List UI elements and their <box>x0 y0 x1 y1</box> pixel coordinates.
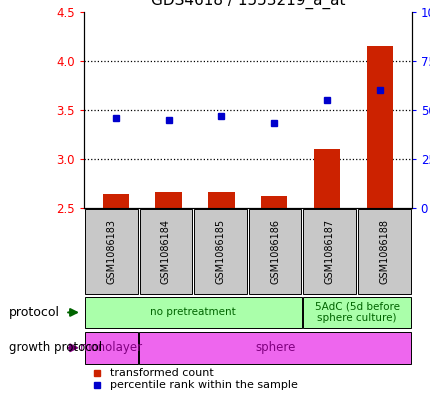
Bar <box>155 192 181 208</box>
Text: growth protocol: growth protocol <box>9 341 101 354</box>
Text: GSM1086185: GSM1086185 <box>215 219 225 284</box>
Bar <box>208 192 234 208</box>
Text: GSM1086188: GSM1086188 <box>378 219 388 284</box>
Text: transformed count: transformed count <box>110 368 214 378</box>
Bar <box>366 46 392 208</box>
Bar <box>85 209 137 294</box>
Text: sphere: sphere <box>254 341 295 354</box>
Bar <box>102 194 129 208</box>
Bar <box>303 209 355 294</box>
Title: GDS4618 / 1553219_a_at: GDS4618 / 1553219_a_at <box>150 0 344 9</box>
Text: monolayer: monolayer <box>80 341 143 354</box>
Bar <box>302 296 410 329</box>
Bar <box>139 209 192 294</box>
Text: GSM1086186: GSM1086186 <box>270 219 280 284</box>
Bar <box>84 332 138 364</box>
Text: percentile rank within the sample: percentile rank within the sample <box>110 380 298 390</box>
Text: GSM1086187: GSM1086187 <box>324 219 334 284</box>
Text: 5AdC (5d before
sphere culture): 5AdC (5d before sphere culture) <box>314 302 399 323</box>
Bar <box>194 209 246 294</box>
Bar <box>84 296 301 329</box>
Text: GSM1086184: GSM1086184 <box>160 219 171 284</box>
Text: no pretreatment: no pretreatment <box>150 307 236 318</box>
Bar <box>139 332 410 364</box>
Bar <box>248 209 301 294</box>
Text: GSM1086183: GSM1086183 <box>106 219 116 284</box>
Bar <box>357 209 410 294</box>
Bar <box>313 149 340 208</box>
Text: protocol: protocol <box>9 306 59 319</box>
Bar <box>261 196 287 208</box>
